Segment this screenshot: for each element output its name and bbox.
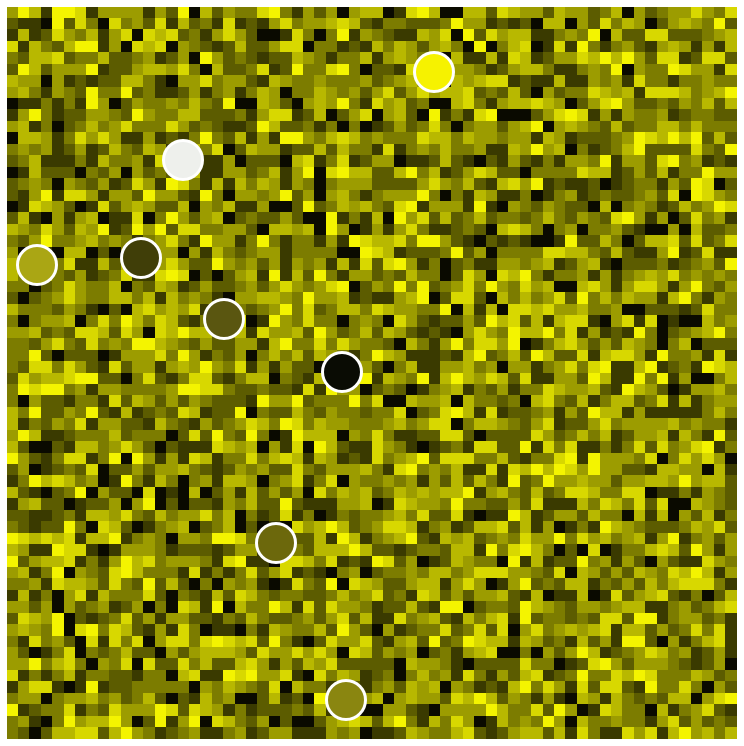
token-dark-olive[interactable]: [120, 237, 162, 279]
token-olive-mid[interactable]: [203, 298, 245, 340]
token-olive-brown[interactable]: [255, 522, 297, 564]
token-white[interactable]: [162, 139, 204, 181]
token-black[interactable]: [321, 351, 363, 393]
pixel-grid-board[interactable]: [7, 7, 737, 739]
token-olive-bottom[interactable]: [325, 679, 367, 721]
token-olive-light[interactable]: [16, 244, 58, 286]
token-bright-yellow[interactable]: [413, 51, 455, 93]
